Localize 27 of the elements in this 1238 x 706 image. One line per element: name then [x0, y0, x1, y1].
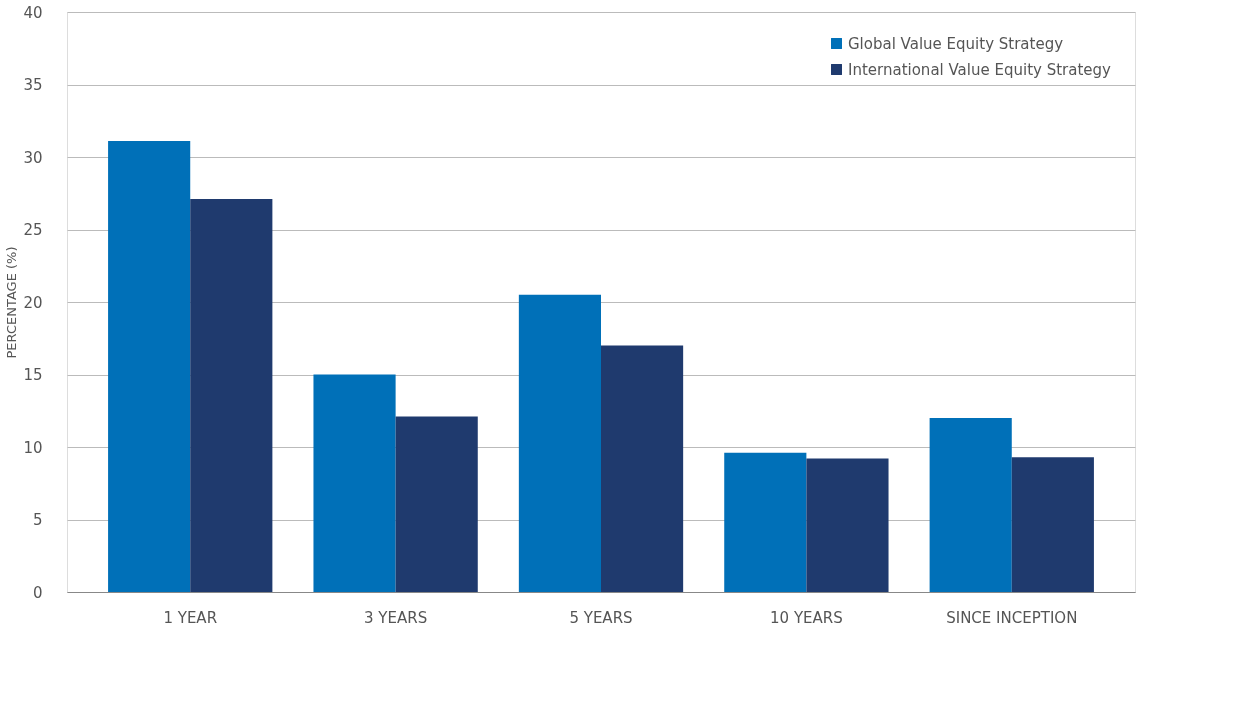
y-tick-label: 5 — [32, 511, 43, 529]
y-tick-label: 25 — [23, 221, 43, 239]
x-tick-label: SINCE INCEPTION — [946, 608, 1078, 627]
bar — [190, 199, 273, 592]
legend-label: Global Value Equity Strategy — [848, 34, 1064, 53]
bar — [313, 374, 396, 592]
y-tick-label: 15 — [23, 366, 43, 384]
y-tick-label: 30 — [23, 148, 43, 167]
y-tick-label: 20 — [23, 293, 43, 312]
legend-label: International Value Equity Strategy — [848, 60, 1112, 79]
bar — [395, 416, 478, 592]
bar — [518, 294, 601, 592]
bar — [108, 141, 191, 592]
bar — [806, 458, 889, 592]
y-tick-label: 10 — [23, 438, 43, 457]
bar — [929, 418, 1012, 592]
y-axis-title: PERCENTAGE (%) — [4, 246, 20, 359]
x-tick-label: 1 YEAR — [163, 608, 218, 627]
y-tick-label: 35 — [23, 76, 43, 94]
y-tick-label: 40 — [23, 3, 43, 22]
y-tick-label: 0 — [32, 583, 43, 602]
bar — [1011, 457, 1094, 592]
bar — [601, 345, 684, 592]
bar — [724, 452, 807, 592]
x-tick-label: 5 YEARS — [569, 608, 633, 627]
x-tick-label: 3 YEARS — [364, 608, 428, 627]
x-tick-label: 10 YEARS — [770, 608, 843, 627]
